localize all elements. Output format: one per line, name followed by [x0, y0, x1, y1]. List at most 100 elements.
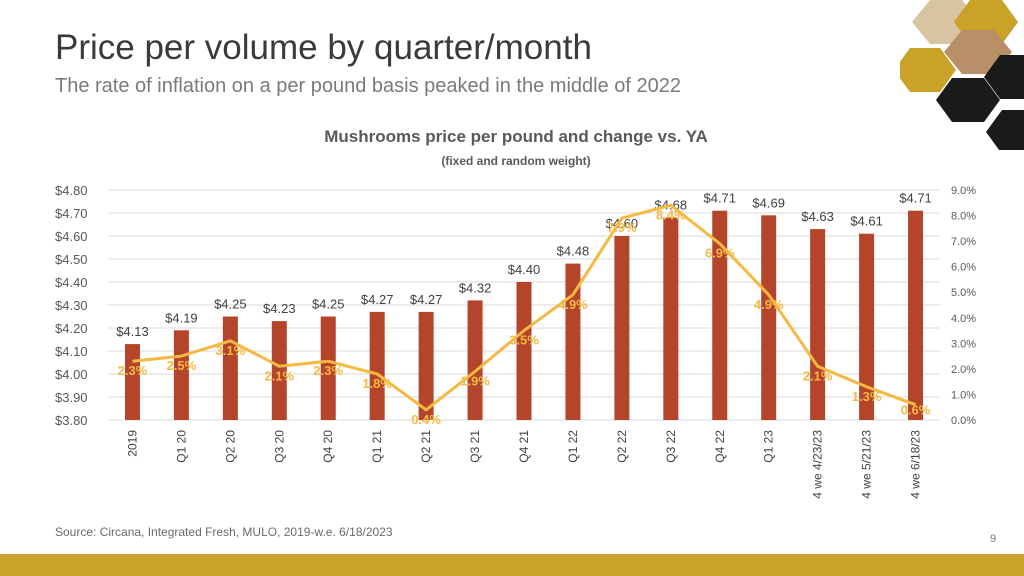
right-tick-label: 8.0% [951, 211, 976, 223]
x-tick-label: Q1 22 [566, 430, 580, 463]
x-tick-label: Q1 23 [762, 430, 776, 463]
right-tick-label: 9.0% [951, 185, 976, 197]
price-bar [320, 316, 336, 420]
price-bar-label: $4.71 [703, 191, 736, 206]
chart-title: Mushrooms price per pound and change vs.… [324, 127, 708, 146]
hexagon-dark-2 [984, 55, 1024, 99]
right-tick-label: 1.0% [951, 389, 976, 401]
price-bar [418, 311, 434, 420]
left-axis-ticks: $3.80 $3.90 $4.00 $4.10 $4.20 $4.30 $4.40 $4.50… [55, 183, 88, 428]
change-vs-ya-label: 1.8% [362, 376, 392, 391]
price-bar [810, 229, 826, 420]
price-bar [173, 330, 189, 420]
left-tick-label: $4.30 [55, 298, 88, 313]
left-tick-label: $4.20 [55, 321, 88, 336]
change-vs-ya-polyline [132, 203, 917, 412]
source-note: Source: Circana, Integrated Fresh, MULO,… [55, 525, 393, 539]
price-bar [369, 311, 385, 420]
price-bar-label: $4.63 [801, 209, 834, 224]
price-bar-label: $4.61 [850, 214, 883, 229]
price-bars [124, 210, 924, 420]
hexagon-photo-decoration [900, 0, 1024, 150]
change-vs-ya-label: 7.9% [607, 220, 637, 235]
right-axis-ticks: 0.0% 1.0% 2.0% 3.0% 4.0% 5.0% 6.0% 7.0% 8.0% 9.0% [951, 185, 976, 427]
hexagon-dark-3 [986, 110, 1024, 150]
change-vs-ya-labels: 2.3% 2.5% 3.1% 2.1% 2.3% 1.8% 0.4% 1.9% 3.5% 4.9%… [118, 207, 931, 426]
price-bar [614, 236, 630, 420]
x-tick-label: Q4 21 [517, 430, 531, 463]
right-tick-label: 5.0% [951, 287, 976, 299]
hexagon-dark-1 [936, 78, 1000, 122]
price-bar-label: $4.69 [752, 195, 785, 210]
change-vs-ya-label: 2.3% [313, 363, 343, 378]
change-vs-ya-label: 2.3% [118, 363, 148, 378]
x-tick-label: Q1 20 [174, 430, 188, 463]
x-tick-label: 4 we 5/21/23 [860, 430, 874, 499]
price-bar-label: $4.13 [116, 324, 149, 339]
x-tick-label: 4 we 4/23/23 [811, 430, 825, 499]
price-bar [467, 300, 483, 420]
change-vs-ya-label: 6.9% [705, 246, 735, 261]
x-tick-label: Q3 22 [664, 430, 678, 463]
price-bar [516, 282, 532, 420]
change-vs-ya-label: 0.6% [901, 403, 931, 418]
x-tick-label: Q4 22 [713, 430, 727, 463]
x-tick-label: Q3 21 [468, 430, 482, 463]
change-vs-ya-label: 4.9% [558, 297, 588, 312]
chart-subtitle: (fixed and random weight) [441, 154, 590, 168]
price-bar-label: $4.32 [459, 280, 492, 295]
price-bar-label: $4.27 [361, 292, 394, 307]
x-tick-label: Q2 21 [419, 430, 433, 463]
price-bar-label: $4.19 [165, 310, 198, 325]
x-tick-label: 4 we 6/18/23 [909, 430, 923, 499]
left-tick-label: $4.50 [55, 252, 88, 267]
price-bar-label: $4.40 [508, 262, 541, 277]
change-vs-ya-label: 1.3% [852, 389, 882, 404]
price-bar-label: $4.71 [899, 191, 932, 206]
price-bar [124, 344, 140, 420]
right-tick-label: 6.0% [951, 262, 976, 274]
price-bar [712, 210, 728, 420]
page-number: 9 [990, 533, 997, 545]
left-tick-label: $4.80 [55, 183, 88, 198]
price-bar-labels: $4.13 $4.19 $4.25 $4.23 $4.25 $4.27 $4.27 $4.32… [116, 191, 932, 339]
change-vs-ya-label: 4.9% [754, 297, 784, 312]
right-tick-label: 2.0% [951, 364, 976, 376]
change-vs-ya-label: 3.5% [509, 333, 539, 348]
x-axis-labels: 2019 Q1 20 Q2 20 Q3 20 Q4 20 Q1 21 Q2 21 Q3 21 Q… [125, 430, 922, 499]
price-bar [908, 210, 924, 420]
x-tick-label: Q1 21 [370, 430, 384, 463]
right-tick-label: 0.0% [951, 415, 976, 427]
left-tick-label: $3.90 [55, 390, 88, 405]
left-tick-label: $4.40 [55, 275, 88, 290]
x-tick-label: Q3 20 [272, 430, 286, 463]
slide-title: Price per volume by quarter/month [55, 28, 592, 67]
price-bar-label: $4.23 [263, 301, 296, 316]
change-vs-ya-label: 8.4% [656, 207, 686, 222]
left-tick-label: $3.80 [55, 413, 88, 428]
right-tick-label: 3.0% [951, 338, 976, 350]
price-bar [565, 263, 581, 420]
change-vs-ya-label: 3.1% [216, 343, 246, 358]
hexagon-gold-2 [900, 48, 956, 92]
price-bar [663, 217, 679, 420]
change-vs-ya-label: 0.4% [411, 412, 441, 427]
slide-subtitle: The rate of inflation on a per pound bas… [55, 75, 681, 97]
right-tick-label: 7.0% [951, 236, 976, 248]
right-tick-label: 4.0% [951, 313, 976, 325]
price-bar-label: $4.27 [410, 292, 443, 307]
left-tick-label: $4.00 [55, 367, 88, 382]
price-bar [859, 233, 875, 420]
change-vs-ya-label: 2.5% [167, 358, 197, 373]
left-tick-label: $4.70 [55, 206, 88, 221]
footer-bar [0, 554, 1024, 576]
change-vs-ya-label: 2.1% [264, 368, 294, 383]
price-bar-label: $4.48 [557, 244, 590, 259]
price-bar-label: $4.25 [214, 297, 247, 312]
price-bar-label: $4.25 [312, 297, 345, 312]
price-bar [761, 215, 777, 420]
price-bar [271, 321, 287, 420]
change-vs-ya-line [132, 203, 917, 412]
change-vs-ya-label: 2.1% [803, 368, 833, 383]
